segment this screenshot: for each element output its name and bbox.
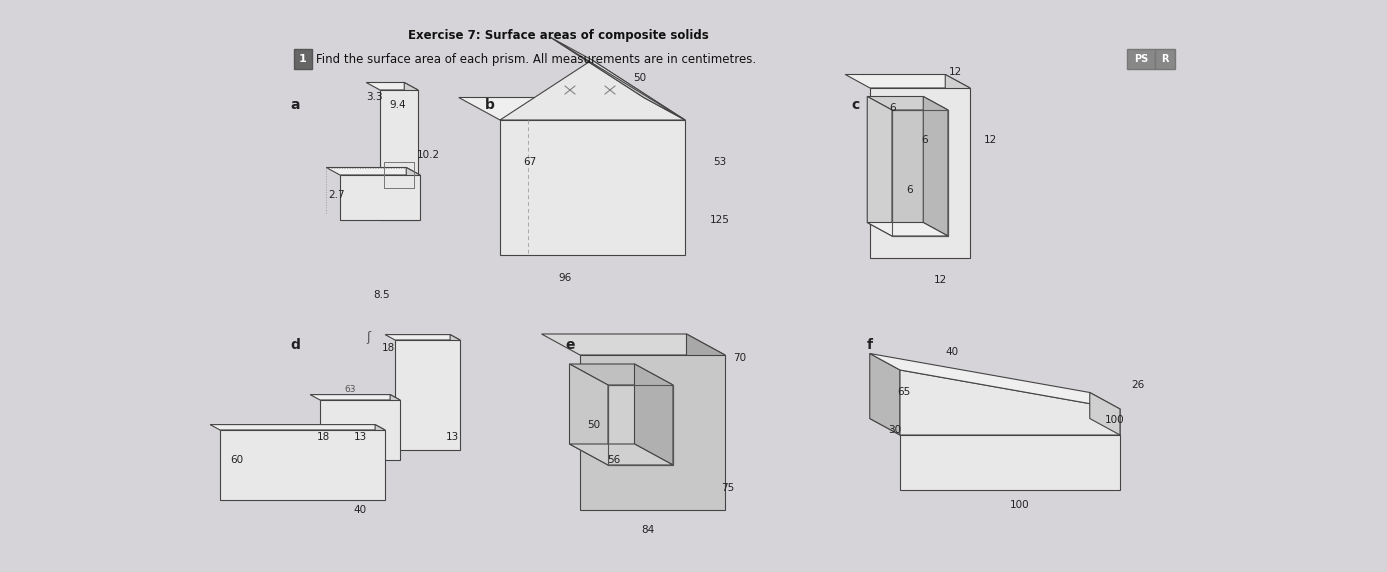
Text: 96: 96 [559,273,571,283]
Polygon shape [380,90,417,220]
Polygon shape [900,435,1119,490]
Text: 70: 70 [734,353,746,363]
Polygon shape [320,400,399,460]
Polygon shape [892,110,947,236]
Polygon shape [867,97,892,236]
Text: 40: 40 [354,505,366,515]
Polygon shape [570,364,673,385]
Polygon shape [900,370,1119,435]
Polygon shape [580,355,725,510]
Text: 12: 12 [983,135,997,145]
Text: 13: 13 [354,432,366,442]
Polygon shape [1090,392,1119,435]
Text: Find the surface area of each prism. All measurements are in centimetres.: Find the surface area of each prism. All… [316,53,756,66]
Text: 65: 65 [897,387,911,397]
Text: 12: 12 [949,67,961,77]
Text: 50: 50 [588,420,601,430]
Text: 10.2: 10.2 [416,150,440,160]
Text: Exercise 7: Surface areas of composite solids: Exercise 7: Surface areas of composite s… [408,29,709,42]
Polygon shape [221,430,386,500]
Polygon shape [644,97,685,255]
Polygon shape [499,120,685,255]
Text: 6: 6 [907,185,913,195]
Polygon shape [1090,419,1119,490]
Polygon shape [946,74,970,258]
Polygon shape [870,353,900,435]
Polygon shape [867,223,947,236]
Polygon shape [570,364,608,465]
Polygon shape [311,395,399,400]
Text: 63: 63 [344,386,355,395]
Text: 8.5: 8.5 [373,290,390,300]
Polygon shape [404,82,417,220]
Text: d: d [290,338,300,352]
Text: 125: 125 [710,215,730,225]
Text: R: R [1161,54,1169,64]
Polygon shape [551,38,685,120]
Text: 6: 6 [889,103,896,113]
Text: ʃ: ʃ [366,332,370,344]
FancyBboxPatch shape [1128,49,1155,69]
Text: 26: 26 [1132,380,1144,390]
Polygon shape [386,335,460,340]
Text: 50: 50 [634,73,646,83]
Text: 12: 12 [933,275,946,285]
Polygon shape [541,334,725,355]
Text: 18: 18 [381,343,395,353]
Polygon shape [459,97,685,120]
Text: 84: 84 [641,525,655,535]
Polygon shape [390,395,399,460]
Polygon shape [340,175,420,220]
Polygon shape [634,364,673,465]
Polygon shape [551,38,685,120]
Text: 9.4: 9.4 [390,100,406,110]
Text: c: c [850,98,859,112]
Text: 100: 100 [1105,415,1125,425]
Polygon shape [326,168,420,175]
Polygon shape [870,353,1119,409]
Polygon shape [499,60,685,120]
Text: PS: PS [1135,54,1148,64]
Polygon shape [406,168,420,220]
Text: e: e [566,338,574,352]
Text: 18: 18 [316,432,330,442]
Text: a: a [290,98,300,112]
Polygon shape [209,424,386,430]
Text: 75: 75 [721,483,735,493]
Text: 67: 67 [523,157,537,167]
Text: 2.7: 2.7 [329,190,345,200]
Text: f: f [867,338,872,352]
Text: 100: 100 [1010,500,1029,510]
Text: 13: 13 [445,432,459,442]
Polygon shape [374,424,386,500]
Text: 40: 40 [946,347,958,357]
Polygon shape [570,444,673,465]
Polygon shape [687,334,725,510]
Text: 6: 6 [922,135,928,145]
Polygon shape [845,74,970,88]
Polygon shape [395,340,460,450]
Polygon shape [366,82,417,90]
FancyBboxPatch shape [1155,49,1175,69]
Polygon shape [870,419,1119,435]
Polygon shape [451,335,460,450]
Text: 56: 56 [608,455,620,465]
FancyBboxPatch shape [294,49,312,69]
Text: 53: 53 [713,157,727,167]
Text: 30: 30 [889,425,902,435]
Polygon shape [608,385,673,465]
Text: 3.3: 3.3 [366,92,383,102]
Polygon shape [870,88,970,258]
Text: 60: 60 [230,455,244,465]
Text: 1: 1 [300,54,307,64]
Polygon shape [867,97,947,110]
Text: b: b [485,98,495,112]
Polygon shape [924,97,947,236]
